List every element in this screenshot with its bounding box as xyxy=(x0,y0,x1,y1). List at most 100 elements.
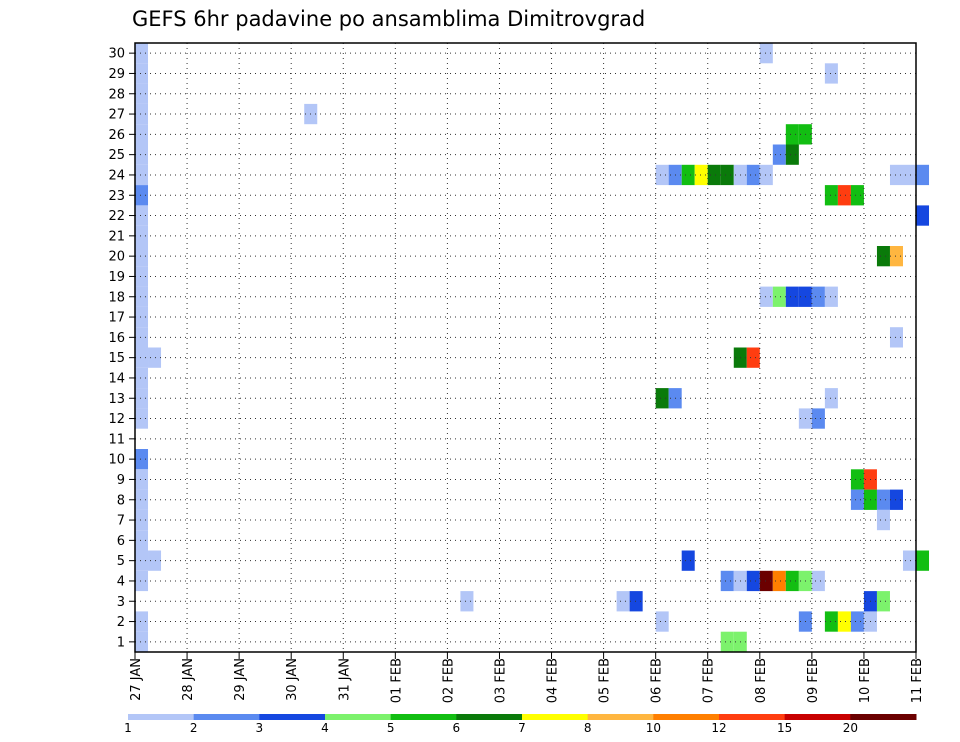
y-tick-label-26: 26 xyxy=(108,128,125,143)
x-tick-label-13: 09 FEB xyxy=(806,658,821,703)
cell-m3-t25 xyxy=(460,591,474,612)
colorbar-label-1: 1 xyxy=(124,721,132,735)
cell-m25-t0 xyxy=(135,144,149,165)
y-tick-label-23: 23 xyxy=(108,189,125,204)
colorbar: 1 2 3 4 5 6 7 8 10 12 15 20 xyxy=(124,714,917,735)
cell-m24-t59 xyxy=(902,164,916,186)
colorbar-label-20: 20 xyxy=(843,721,858,735)
cell-m3-t57 xyxy=(876,591,890,612)
y-tick-label-28: 28 xyxy=(108,87,125,102)
colorbar-label-4: 4 xyxy=(321,721,329,735)
cell-m24-t47 xyxy=(746,164,760,186)
cell-m28-t0 xyxy=(135,83,149,104)
cell-m9-t55 xyxy=(850,469,864,490)
y-tick-label-3: 3 xyxy=(117,595,125,610)
cell-m4-t47 xyxy=(746,570,760,592)
cell-m24-t44 xyxy=(707,164,721,186)
cell-m4-t52 xyxy=(811,570,825,592)
y-tick-label-11: 11 xyxy=(108,432,125,447)
colorbar-label-10: 10 xyxy=(646,721,661,735)
colorbar-segment-6 xyxy=(522,714,589,720)
colorbar-label-5: 5 xyxy=(387,721,395,735)
cell-m14-t0 xyxy=(135,367,149,389)
cell-m21-t0 xyxy=(135,225,149,246)
cell-m18-t52 xyxy=(811,286,825,307)
x-tick-label-14: 10 FEB xyxy=(858,658,873,703)
cell-m25-t50 xyxy=(785,144,799,165)
colorbar-segment-0 xyxy=(128,714,195,720)
x-tick-label-11: 07 FEB xyxy=(702,658,717,703)
colorbar-segment-1 xyxy=(193,714,260,720)
cell-m23-t55 xyxy=(850,185,864,206)
cell-m23-t54 xyxy=(837,185,851,206)
y-axis: 1234567891011121314151617181920212223242… xyxy=(108,47,135,650)
colorbar-label-15: 15 xyxy=(777,721,792,735)
x-tick-label-9: 05 FEB xyxy=(598,658,613,703)
y-tick-label-21: 21 xyxy=(108,229,125,244)
grid-layer xyxy=(134,43,917,652)
colorbar-segment-2 xyxy=(259,714,326,720)
cell-m22-t60 xyxy=(916,205,930,226)
colorbar-label-8: 8 xyxy=(584,721,592,735)
cell-m10-t0 xyxy=(135,449,149,470)
x-tick-label-1: 28 JAN xyxy=(181,658,196,701)
y-tick-label-20: 20 xyxy=(108,250,125,265)
x-tick-label-3: 30 JAN xyxy=(285,658,300,701)
cell-m24-t43 xyxy=(694,164,708,186)
y-tick-label-8: 8 xyxy=(117,493,125,508)
cells-layer xyxy=(135,43,930,652)
cell-m29-t53 xyxy=(824,63,838,84)
cell-m18-t49 xyxy=(772,286,786,307)
colorbar-segment-3 xyxy=(325,714,392,720)
cell-m24-t40 xyxy=(655,164,669,186)
cell-m20-t58 xyxy=(889,246,903,267)
cell-m26-t0 xyxy=(135,124,149,145)
cell-m1-t45 xyxy=(720,631,734,652)
cell-m8-t57 xyxy=(876,489,890,510)
cell-m5-t0 xyxy=(135,550,149,571)
x-tick-label-8: 04 FEB xyxy=(546,658,561,703)
x-tick-label-12: 08 FEB xyxy=(754,658,769,703)
cell-m4-t0 xyxy=(135,570,149,592)
y-tick-label-27: 27 xyxy=(108,108,125,123)
y-tick-label-24: 24 xyxy=(108,168,125,183)
cell-m8-t58 xyxy=(889,489,903,510)
colorbar-segment-5 xyxy=(456,714,523,720)
cell-m20-t57 xyxy=(876,246,890,267)
cell-m24-t58 xyxy=(889,164,903,186)
cell-m23-t53 xyxy=(824,185,838,206)
x-axis: 27 JAN 28 JAN 29 JAN 30 JAN 31 JAN 01 FEB 02 F… xyxy=(129,652,925,703)
y-tick-label-14: 14 xyxy=(108,371,125,386)
cell-m13-t0 xyxy=(135,388,149,409)
x-tick-label-7: 03 FEB xyxy=(493,658,508,703)
y-tick-label-2: 2 xyxy=(117,615,125,630)
cell-m2-t0 xyxy=(135,611,149,632)
y-tick-label-17: 17 xyxy=(108,311,125,326)
cell-m3-t37 xyxy=(616,591,630,612)
cell-m4-t50 xyxy=(785,570,799,592)
colorbar-label-2: 2 xyxy=(190,721,198,735)
cell-m18-t50 xyxy=(785,286,799,307)
x-tick-label-15: 11 FEB xyxy=(910,658,925,703)
cell-m2-t55 xyxy=(850,611,864,632)
cell-m15-t47 xyxy=(746,347,760,368)
y-tick-label-1: 1 xyxy=(117,635,125,650)
cell-m24-t60 xyxy=(916,164,930,186)
cell-m8-t0 xyxy=(135,489,149,510)
cell-m8-t55 xyxy=(850,489,864,510)
cell-m23-t0 xyxy=(135,185,149,206)
colorbar-label-6: 6 xyxy=(453,721,461,735)
cell-m16-t58 xyxy=(889,327,903,348)
colorbar-label-12: 12 xyxy=(711,721,726,735)
cell-m22-t0 xyxy=(135,205,149,226)
cell-m24-t48 xyxy=(759,164,773,186)
cell-m2-t53 xyxy=(824,611,838,632)
cell-m9-t0 xyxy=(135,469,149,490)
cell-m5-t1 xyxy=(148,550,162,571)
cell-m4-t49 xyxy=(772,570,786,592)
cell-m19-t0 xyxy=(135,266,149,287)
y-tick-label-15: 15 xyxy=(108,351,125,366)
colorbar-segment-7 xyxy=(587,714,654,720)
y-tick-label-12: 12 xyxy=(108,412,125,427)
y-tick-label-16: 16 xyxy=(108,331,125,346)
